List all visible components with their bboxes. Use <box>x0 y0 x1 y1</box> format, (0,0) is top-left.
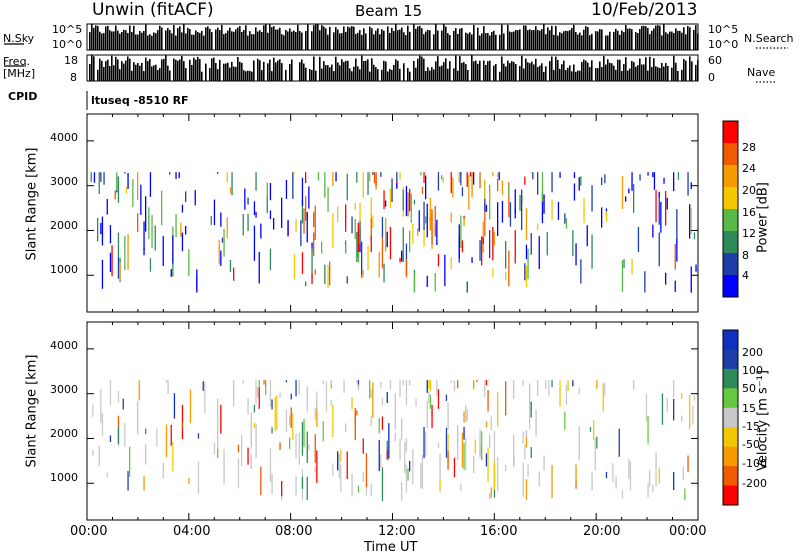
velocity-colorbar-swatch-4 <box>723 408 738 428</box>
power-colorbar-swatch-4 <box>723 209 738 232</box>
velocity-colorbar-swatch-7 <box>723 466 738 486</box>
freq-nave-strip <box>89 55 699 81</box>
velocity-colorbar-swatch-0 <box>723 330 738 350</box>
power-colorbar-swatch-0 <box>723 121 738 144</box>
velocity-panel-frame <box>87 322 698 520</box>
velocity-colorbar-swatch-6 <box>723 447 738 467</box>
power-colorbar-swatch-5 <box>723 231 738 254</box>
power-colorbar-swatch-7 <box>723 275 738 298</box>
power-colorbar-swatch-6 <box>723 253 738 276</box>
velocity-colorbar-swatch-8 <box>723 486 738 506</box>
power-colorbar-swatch-3 <box>723 187 738 210</box>
velocity-colorbar-swatch-3 <box>723 388 738 408</box>
velocity-colorbar-swatch-1 <box>723 349 738 369</box>
power-colorbar-swatch-1 <box>723 143 738 166</box>
power-panel-data <box>91 172 697 293</box>
velocity-colorbar-swatch-5 <box>723 427 738 447</box>
velocity-colorbar-swatch-2 <box>723 369 738 389</box>
power-colorbar-swatch-2 <box>723 165 738 188</box>
nsky-strip <box>89 24 699 50</box>
velocity-panel-data <box>92 380 695 501</box>
